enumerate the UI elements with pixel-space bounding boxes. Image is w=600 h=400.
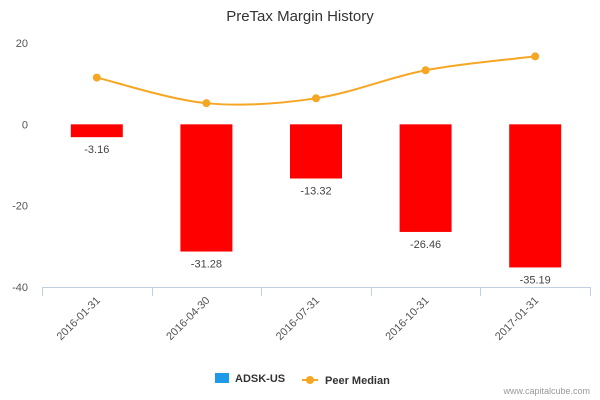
bar-data-label: -26.46 bbox=[410, 239, 441, 251]
peer-median-point-2016-10-31 bbox=[421, 66, 430, 75]
peer-median-point-2016-04-30 bbox=[202, 99, 211, 108]
x-tick-label: 2017-01-31 bbox=[493, 295, 541, 343]
x-tick-label: 2016-04-30 bbox=[164, 295, 212, 343]
legend-swatch-peer-median-dot bbox=[306, 376, 314, 384]
peer-median-point-2017-01-31 bbox=[531, 52, 540, 61]
x-axis: 2016-01-31 2016-04-30 2016-07-31 2016-10-31… bbox=[42, 287, 591, 343]
x-tick-label: 2016-10-31 bbox=[383, 295, 431, 343]
bar-2016-01-31 bbox=[70, 124, 123, 138]
y-tick-label: -20 bbox=[12, 201, 28, 213]
bar-2016-04-30 bbox=[180, 124, 233, 252]
bar-data-label: -3.16 bbox=[84, 144, 109, 156]
peer-median-point-2016-01-31 bbox=[92, 73, 101, 82]
bar-data-label: -13.32 bbox=[300, 186, 331, 198]
legend-swatch-adsk bbox=[215, 373, 229, 383]
line-series bbox=[92, 52, 540, 108]
bar-2017-01-31 bbox=[509, 124, 562, 268]
x-tick-label: 2016-01-31 bbox=[55, 295, 103, 343]
bar-data-label: -31.28 bbox=[191, 259, 222, 271]
bar-2016-10-31 bbox=[399, 124, 452, 232]
bar-data-labels: -3.16 -31.28 -13.32 -26.46 -35.19 bbox=[84, 144, 551, 286]
bar-series bbox=[70, 124, 562, 268]
legend: ADSK-US Peer Median bbox=[215, 373, 390, 387]
y-tick-label: -40 bbox=[12, 282, 28, 294]
credit-text: www.capitalcube.com bbox=[502, 386, 590, 396]
legend-label-adsk: ADSK-US bbox=[235, 373, 285, 385]
bar-2016-07-31 bbox=[290, 124, 342, 179]
peer-median-point-2016-07-31 bbox=[312, 94, 320, 103]
legend-label-peer-median: Peer Median bbox=[325, 375, 390, 387]
bar-data-label: -35.19 bbox=[520, 274, 551, 286]
y-axis: 20 0 -20 -40 bbox=[12, 38, 28, 294]
chart-title: PreTax Margin History bbox=[226, 8, 374, 25]
y-tick-label: 20 bbox=[16, 38, 28, 50]
y-tick-label: 0 bbox=[22, 119, 28, 131]
x-tick-label: 2016-07-31 bbox=[274, 295, 322, 343]
